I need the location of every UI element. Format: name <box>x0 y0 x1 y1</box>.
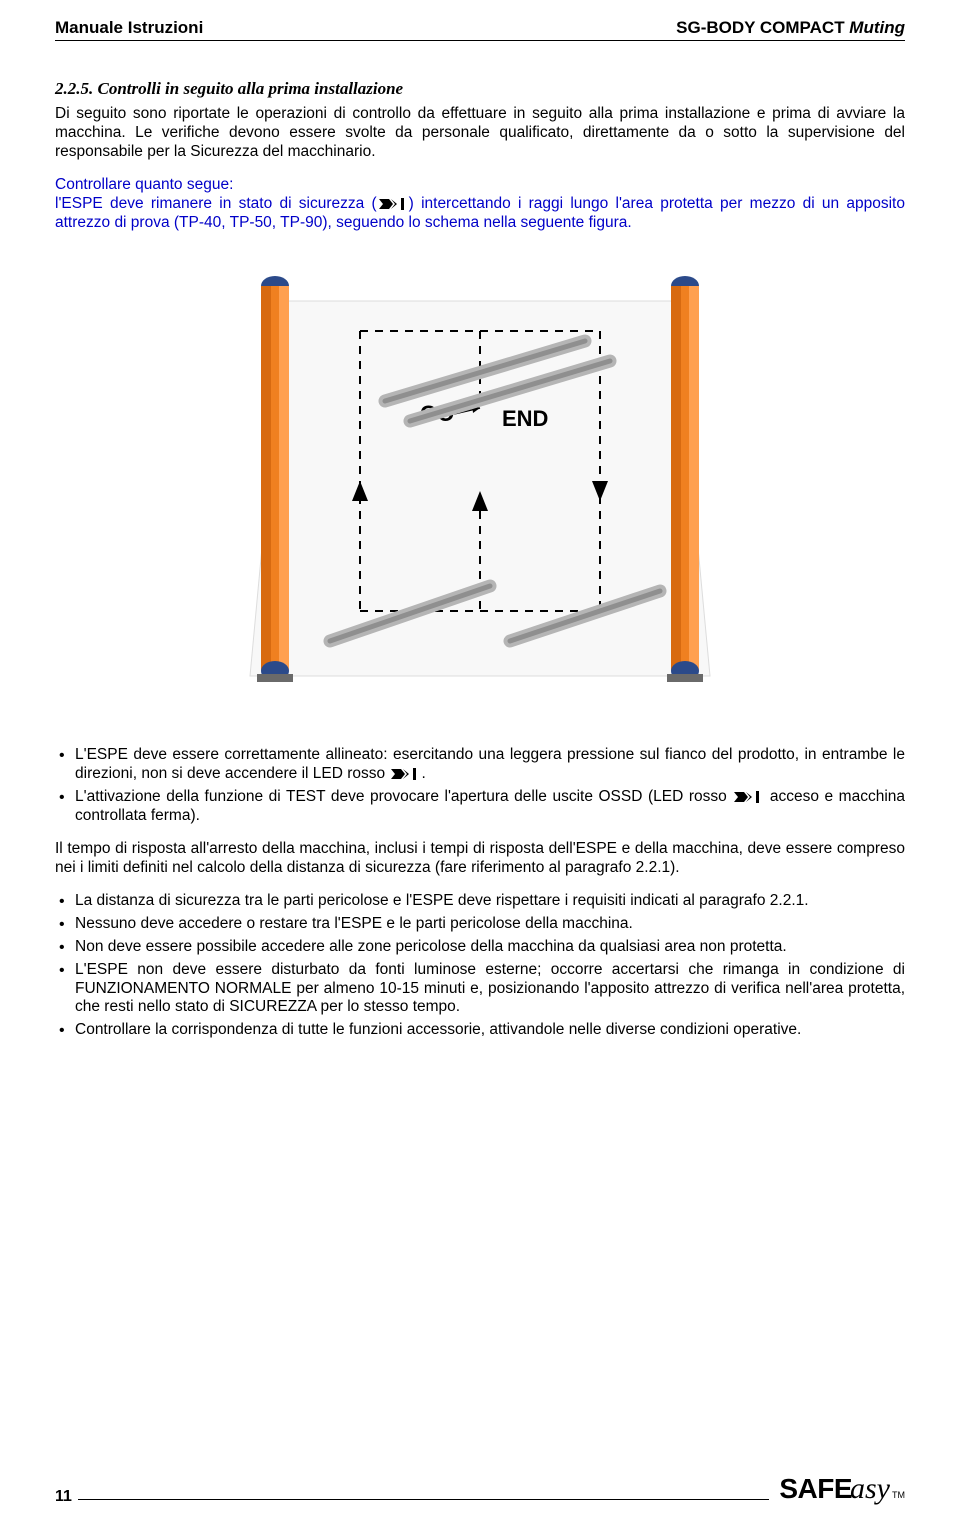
test-diagram: GO END <box>210 246 750 716</box>
footer-rule <box>78 1499 769 1500</box>
break-icon <box>734 790 762 804</box>
page: Manuale Istruzioni SG-BODY COMPACT Mutin… <box>0 0 960 1531</box>
bullet-list-a: L'ESPE deve essere correttamente allinea… <box>55 746 905 826</box>
list-item: L'ESPE non deve essere disturbato da fon… <box>55 961 905 1018</box>
check-a: l'ESPE deve rimanere in stato di sicurez… <box>55 195 377 212</box>
break-icon <box>379 197 407 211</box>
bullet-list-b: La distanza di sicurezza tra le parti pe… <box>55 892 905 1040</box>
list-item: L'ESPE deve essere correttamente allinea… <box>55 746 905 784</box>
logo-tm: TM <box>892 1490 905 1500</box>
break-icon <box>391 767 419 781</box>
page-header: Manuale Istruzioni SG-BODY COMPACT Mutin… <box>55 18 905 41</box>
check-paragraph: Controllare quanto segue: l'ESPE deve ri… <box>55 176 905 233</box>
list-item: Controllare la corrispondenza di tutte l… <box>55 1021 905 1040</box>
list-item: Non deve essere possibile accedere alle … <box>55 938 905 957</box>
end-label: END <box>502 406 548 431</box>
list-item: La distanza di sicurezza tra le parti pe… <box>55 892 905 911</box>
header-right: SG-BODY COMPACT Muting <box>676 18 905 38</box>
list-text: L'ESPE deve essere correttamente allinea… <box>75 746 905 782</box>
page-footer: 11 SAFEasyTM <box>55 1472 905 1506</box>
logo-safe: SAFE <box>779 1473 852 1505</box>
list-item: Nessuno deve accedere o restare tra l'ES… <box>55 915 905 934</box>
header-variant: Muting <box>845 18 905 37</box>
list-item: L'attivazione della funzione di TEST dev… <box>55 788 905 826</box>
diagram-container: GO END <box>55 246 905 716</box>
header-product: SG-BODY COMPACT <box>676 18 844 37</box>
header-left: Manuale Istruzioni <box>55 18 203 38</box>
intro-paragraph: Di seguito sono riportate le operazioni … <box>55 105 905 162</box>
response-time-paragraph: Il tempo di risposta all'arresto della m… <box>55 840 905 878</box>
check-pre: Controllare quanto segue: <box>55 176 233 193</box>
section-heading: 2.2.5. Controlli in seguito alla prima i… <box>55 79 905 99</box>
logo-asy: asy <box>850 1472 890 1506</box>
list-text: L'attivazione della funzione di TEST dev… <box>75 788 732 805</box>
page-number: 11 <box>55 1488 72 1506</box>
brand-logo: SAFEasyTM <box>779 1472 905 1506</box>
list-text: . <box>421 765 425 782</box>
